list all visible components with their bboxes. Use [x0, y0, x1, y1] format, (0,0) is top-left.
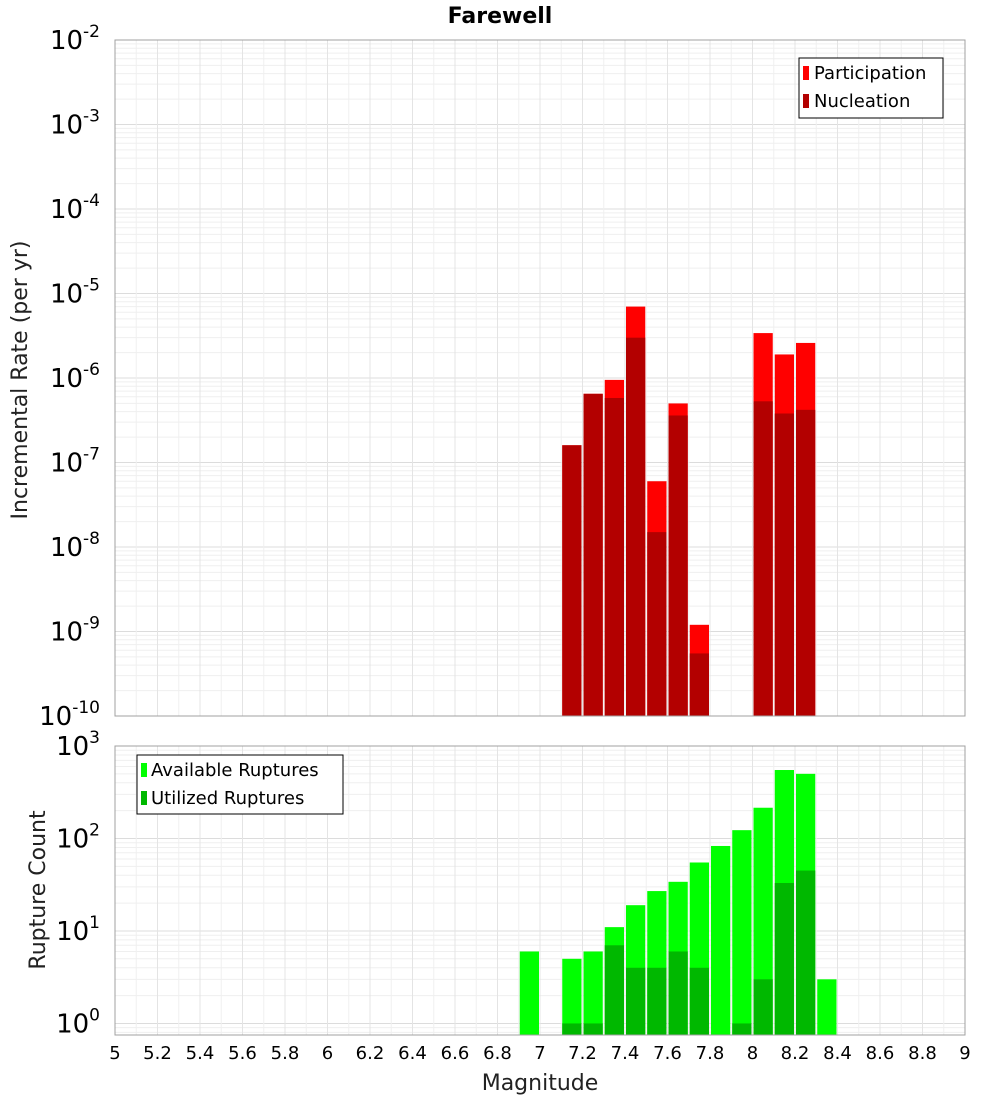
utilized-ruptures-bar	[647, 967, 667, 1035]
y-tick-label: 10-9	[50, 614, 100, 648]
x-tick-label: 5.4	[186, 1043, 215, 1064]
x-tick-label: 7.4	[611, 1043, 640, 1064]
chart-title: Farewell	[448, 4, 553, 29]
x-tick-label: 8.8	[908, 1043, 937, 1064]
x-tick-label: 6.8	[483, 1043, 512, 1064]
y-tick-label: 100	[56, 1005, 100, 1039]
utilized-ruptures-bar	[604, 945, 624, 1035]
legend-label-nucleation: Nucleation	[814, 91, 910, 112]
top-y-tick-labels: 10-10 10-9 10-8 10-7 10-6 10-5 10-4 10-3 10-2	[39, 22, 100, 732]
bottom-grid	[114, 745, 966, 1035]
legend-swatch-participation	[803, 66, 809, 80]
y-tick-label: 10-5	[50, 276, 100, 310]
legend-label-utilized: Utilized Ruptures	[151, 788, 304, 809]
utilized-ruptures-bar	[626, 967, 646, 1035]
nucleation-bar	[753, 401, 773, 716]
legend-label-available: Available Ruptures	[151, 760, 319, 781]
top-chart-rate: 10-10 10-9 10-8 10-7 10-6 10-5 10-4 10-3 10-2 In…	[8, 22, 966, 732]
available-ruptures-bar	[753, 807, 773, 1035]
legend-swatch-nucleation	[803, 94, 809, 108]
available-ruptures-bar	[817, 979, 837, 1035]
bottom-y-axis-label: Rupture Count	[26, 810, 51, 970]
available-ruptures-bar	[583, 951, 603, 1035]
x-tick-labels: 5 5.2 5.4 5.6 5.8 6 6.2 6.4 6.6 6.8 7 7.2 7.4 7.6 7.8 8…	[109, 1043, 970, 1064]
nucleation-bar	[796, 409, 816, 716]
utilized-ruptures-bar	[753, 979, 773, 1035]
legend-swatch-available	[141, 763, 147, 777]
x-tick-label: 7.2	[568, 1043, 597, 1064]
nucleation-bar	[689, 653, 709, 716]
y-tick-label: 10-4	[50, 191, 100, 225]
y-tick-label: 10-3	[50, 107, 100, 141]
nucleation-bar	[583, 393, 603, 716]
x-tick-label: 8.4	[823, 1043, 852, 1064]
y-tick-label: 102	[56, 820, 100, 854]
utilized-ruptures-bar	[668, 951, 688, 1035]
utilized-ruptures-bar	[689, 967, 709, 1035]
top-plot-frame	[114, 39, 966, 717]
nucleation-bar	[626, 337, 646, 716]
x-tick-label: 9	[959, 1043, 970, 1064]
bottom-legend: Available Ruptures Utilized Ruptures	[136, 754, 344, 815]
utilized-ruptures-bar	[583, 1023, 603, 1035]
x-tick-label: 6.2	[356, 1043, 385, 1064]
top-grid	[114, 39, 966, 717]
bottom-legend-box	[136, 754, 344, 815]
utilized-ruptures-bar	[562, 1023, 582, 1035]
y-tick-label: 10-2	[50, 22, 100, 56]
top-y-axis-label: Incremental Rate (per yr)	[8, 241, 33, 520]
utilized-ruptures-bar	[732, 1023, 752, 1035]
x-tick-label: 6.6	[441, 1043, 470, 1064]
available-ruptures-bar	[519, 951, 539, 1035]
utilized-ruptures-bar	[774, 883, 794, 1035]
bottom-plot-frame	[114, 745, 966, 1036]
y-tick-label: 10-10	[39, 698, 100, 732]
legend-label-participation: Participation	[814, 63, 926, 84]
x-tick-label: 8.6	[866, 1043, 895, 1064]
x-tick-label: 5.6	[228, 1043, 257, 1064]
available-ruptures-bar	[732, 830, 752, 1035]
nucleation-bar	[668, 415, 688, 716]
x-axis-label: Magnitude	[482, 1071, 599, 1096]
nucleation-bar	[562, 445, 582, 716]
y-tick-label: 10-7	[50, 445, 100, 479]
bottom-y-tick-labels: 100 101 102 103	[56, 728, 100, 1039]
x-tick-label: 8.2	[781, 1043, 810, 1064]
available-ruptures-bar	[562, 958, 582, 1035]
nucleation-bar	[774, 413, 794, 716]
available-ruptures-bar	[711, 845, 731, 1035]
y-tick-label: 101	[56, 913, 100, 947]
bottom-chart-count: 100 101 102 103 5 5.2 5.4 5.6 5.8 6 6.2 6.4 6.6 6.8 7…	[26, 728, 971, 1096]
utilized-ruptures-bar	[796, 870, 816, 1035]
nucleation-bar	[604, 397, 624, 716]
nucleation-bars	[562, 337, 816, 716]
top-legend-box	[798, 57, 944, 119]
y-tick-label: 10-8	[50, 529, 100, 563]
x-tick-label: 5.2	[143, 1043, 172, 1064]
x-tick-label: 7.6	[653, 1043, 682, 1064]
x-tick-label: 6	[322, 1043, 333, 1064]
x-tick-label: 5.8	[271, 1043, 300, 1064]
x-tick-label: 5	[109, 1043, 120, 1064]
top-legend: Participation Nucleation	[798, 57, 944, 119]
y-tick-label: 10-6	[50, 360, 100, 394]
x-tick-label: 7.8	[696, 1043, 725, 1064]
utilized-ruptures-bars	[562, 870, 816, 1035]
x-tick-label: 8	[747, 1043, 758, 1064]
x-tick-label: 7	[534, 1043, 545, 1064]
x-tick-label: 6.4	[398, 1043, 427, 1064]
nucleation-bar	[647, 532, 667, 716]
y-tick-label: 103	[56, 728, 100, 762]
legend-swatch-utilized	[141, 791, 147, 805]
